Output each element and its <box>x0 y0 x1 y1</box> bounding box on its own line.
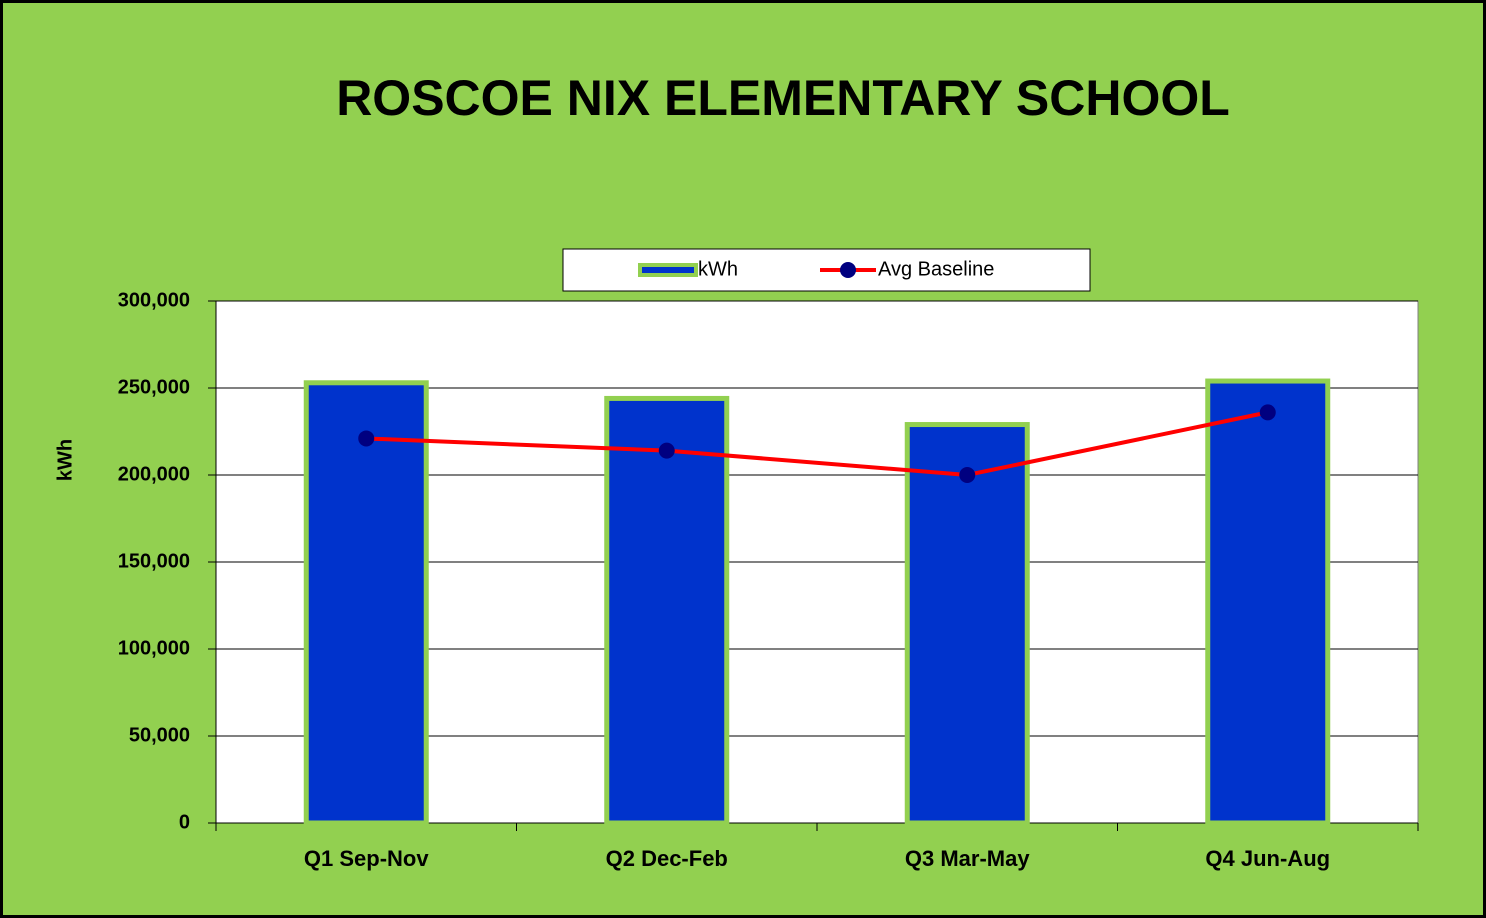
bar <box>904 422 1030 826</box>
y-tick-label: 100,000 <box>118 637 190 659</box>
y-tick-label: 300,000 <box>118 289 190 311</box>
x-tick-label: Q2 Dec-Feb <box>606 846 728 871</box>
legend-marker <box>840 262 856 278</box>
legend-label: Avg Baseline <box>878 258 994 280</box>
legend-label: kWh <box>698 258 738 280</box>
bar <box>1205 378 1331 826</box>
marker <box>959 467 976 483</box>
legend-swatch <box>638 263 698 277</box>
x-tick-label: Q3 Mar-May <box>905 846 1030 871</box>
y-axis-label: kWh <box>54 439 76 481</box>
y-tick-label: 200,000 <box>118 463 190 485</box>
y-tick-label: 0 <box>179 811 190 833</box>
chart-title: ROSCOE NIX ELEMENTARY SCHOOL <box>336 70 1230 126</box>
bar <box>604 395 730 826</box>
line <box>366 410 1269 478</box>
x-tick-label: Q4 Jun-Aug <box>1205 846 1330 871</box>
x-tick-label: Q1 Sep-Nov <box>304 846 429 871</box>
marker <box>658 442 675 459</box>
marker <box>358 430 375 447</box>
bar <box>303 380 429 826</box>
y-tick-label: 50,000 <box>129 724 190 746</box>
y-tick-label: 250,000 <box>118 376 190 398</box>
y-tick-label: 150,000 <box>118 550 190 572</box>
marker <box>1259 404 1276 421</box>
